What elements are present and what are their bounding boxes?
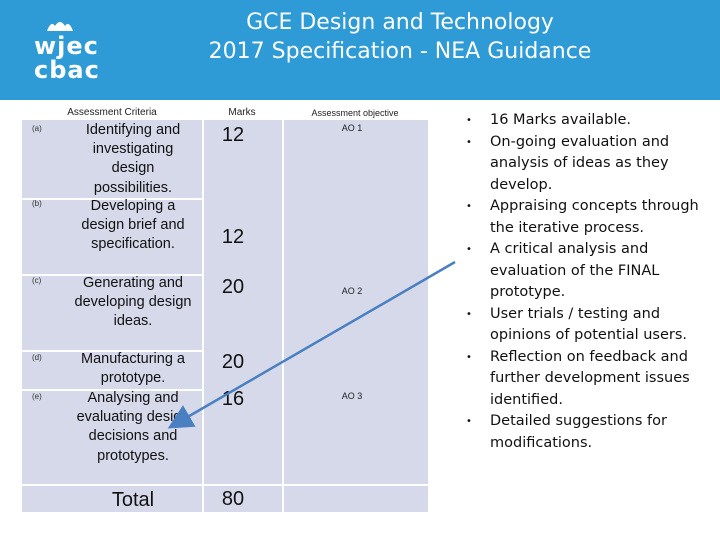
header-objective: Assessment objective xyxy=(311,108,399,118)
marks-value: 20 xyxy=(221,276,245,298)
column-divider xyxy=(202,120,204,512)
criteria-text: Manufacturing a prototype. xyxy=(81,351,185,387)
header-marks: Marks xyxy=(228,107,256,118)
list-item: • Reflection on feedback and further deve… xyxy=(466,348,690,408)
header-banner: wjec cbac GCE Design and Technology 2017… xyxy=(0,0,720,100)
bullet-list: • 16 Marks available. • On-going evaluatio… xyxy=(460,110,710,454)
total-label: Total xyxy=(111,489,155,511)
logo-line-1: wjec xyxy=(34,32,99,60)
assessment-objective: AO 1 xyxy=(341,123,363,133)
row-letter: (a) xyxy=(32,124,42,133)
list-item: • User trials / testing and opinions of p… xyxy=(466,305,688,344)
list-item: • Appraising concepts through the iterati… xyxy=(466,198,699,236)
logo-line-2: cbac xyxy=(34,56,100,84)
criteria-text: Analysing and evaluating design decision… xyxy=(76,390,190,464)
row-divider xyxy=(22,350,202,352)
list-item: • Detailed suggestions for modifications. xyxy=(466,413,667,451)
marks-value: 12 xyxy=(221,226,245,248)
assessment-table: Assessment Criteria Marks Assessment obj… xyxy=(22,106,428,512)
total-value: 80 xyxy=(221,488,245,510)
marks-value: 20 xyxy=(221,351,245,373)
title-line-1: GCE Design and Technology xyxy=(246,10,554,35)
column-divider xyxy=(282,120,284,512)
row-letter: (b) xyxy=(32,199,42,208)
logo-crown-icon xyxy=(47,22,73,31)
row-letter: (e) xyxy=(32,392,42,401)
row-letter: (c) xyxy=(32,276,42,285)
row-divider xyxy=(22,484,428,486)
assessment-objective: AO 2 xyxy=(341,286,363,296)
page-title: GCE Design and Technology 2017 Specifica… xyxy=(190,8,610,66)
wjec-cbac-logo: wjec cbac xyxy=(14,18,99,84)
row-letter: (d) xyxy=(32,353,42,362)
list-item: • 16 Marks available. xyxy=(466,112,632,128)
marks-value: 16 xyxy=(221,388,245,410)
list-item: • A critical analysis and evaluation of t… xyxy=(466,241,660,300)
marks-value: 12 xyxy=(221,124,245,146)
title-line-2: 2017 Specification - NEA Guidance xyxy=(208,39,592,64)
list-item: • On-going evaluation and analysis of ide… xyxy=(466,133,670,193)
assessment-objective: AO 3 xyxy=(341,391,363,401)
header-criteria: Assessment Criteria xyxy=(67,107,157,118)
row-divider xyxy=(22,389,202,391)
row-divider xyxy=(22,198,202,200)
criteria-text: Developing a design brief and specificat… xyxy=(81,198,185,253)
criteria-text: Generating and developing design ideas. xyxy=(74,275,192,330)
row-divider xyxy=(22,274,202,276)
criteria-text: Identifying and investigating design pos… xyxy=(85,122,181,196)
